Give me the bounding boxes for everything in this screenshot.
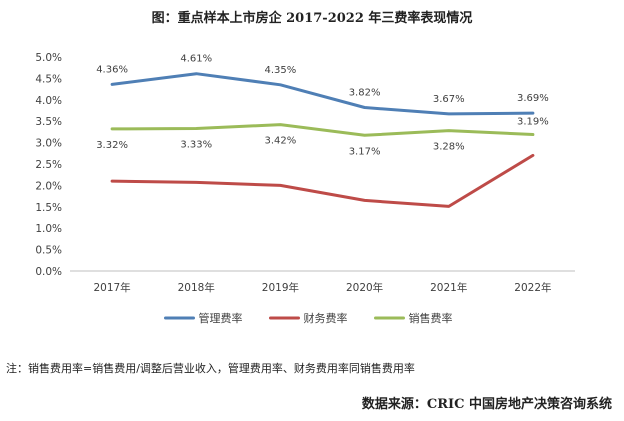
- chart-source: 数据来源：CRIC 中国房地产决策咨询系统: [361, 397, 612, 412]
- legend-item-3: 销售费率: [374, 311, 453, 325]
- data-label: 4.61%: [180, 54, 212, 65]
- y-tick-label: 2.5%: [35, 159, 62, 171]
- data-label: 3.67%: [433, 94, 465, 105]
- data-label: 4.35%: [265, 65, 297, 76]
- series-line-3: [110, 123, 535, 137]
- chart-note: 注：销售费用率=销售费用/调整后营业收入，管理费用率、财务费用率同销售费用率: [6, 362, 415, 375]
- x-tick-label: 2019年: [262, 281, 299, 294]
- series-layer: [110, 72, 535, 208]
- x-tick-label: 2018年: [178, 281, 215, 294]
- data-label: 4.36%: [96, 64, 128, 75]
- x-tick-label: 2017年: [93, 281, 130, 294]
- series-line-2: [110, 153, 535, 208]
- y-tick-label: 5.0%: [35, 52, 62, 64]
- data-label-layer: 4.36% 4.61% 4.35% 3.82% 3.67% 3.69% 3.32% 3.33%…: [96, 54, 549, 158]
- chart-title: 图：重点样本上市房企 2017-2022 年三费率表现情况: [151, 11, 473, 26]
- data-label: 3.69%: [517, 93, 549, 104]
- y-tick-label: 0.5%: [35, 245, 62, 257]
- data-label: 3.82%: [349, 88, 381, 99]
- legend-label: 财务费率: [304, 311, 348, 325]
- data-label: 3.28%: [433, 142, 465, 153]
- data-label: 3.33%: [180, 139, 212, 150]
- legend-item-1: 管理费率: [164, 311, 243, 325]
- x-tick-label: 2020年: [346, 281, 383, 294]
- series-line-1: [110, 72, 535, 116]
- legend-label: 销售费率: [409, 311, 453, 325]
- y-tick-label: 3.0%: [35, 138, 62, 150]
- x-axis: 2017年 2018年 2019年 2020年 2021年 2022年: [70, 270, 575, 294]
- y-tick-label: 1.0%: [35, 223, 62, 235]
- data-label: 3.17%: [349, 146, 381, 157]
- y-tick-label: 0.0%: [35, 266, 62, 278]
- x-tick-label: 2022年: [514, 281, 551, 294]
- legend-label: 管理费率: [199, 311, 243, 325]
- y-tick-label: 1.5%: [35, 202, 62, 214]
- y-tick-label: 4.0%: [35, 95, 62, 107]
- y-axis: 0.0% 0.5% 1.0% 1.5% 2.0% 2.5% 3.0% 3.5% 4.0% 4.5%…: [35, 52, 62, 278]
- data-label: 3.19%: [517, 116, 549, 127]
- y-tick-label: 4.5%: [35, 73, 62, 85]
- y-tick-label: 2.0%: [35, 180, 62, 192]
- legend: 管理费率 财务费率 销售费率: [164, 311, 453, 325]
- data-label: 3.42%: [265, 136, 297, 147]
- x-tick-label: 2021年: [430, 281, 467, 294]
- legend-item-2: 财务费率: [269, 311, 348, 325]
- y-tick-label: 3.5%: [35, 116, 62, 128]
- data-label: 3.32%: [96, 140, 128, 151]
